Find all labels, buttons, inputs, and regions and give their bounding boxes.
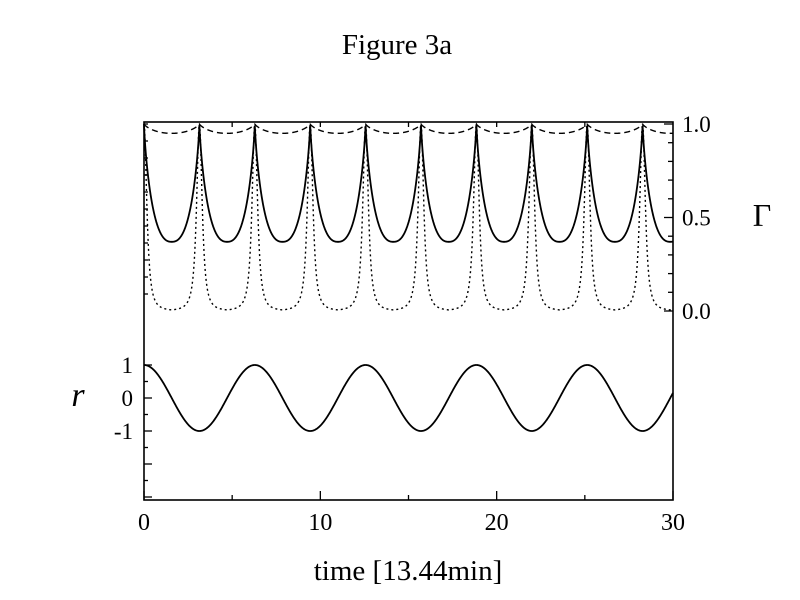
r-tick-label: -1 [114,419,133,444]
r-axis-label: r [71,377,85,414]
gamma-tick-label: 0.5 [682,206,711,231]
r-tick-labels: 1 0 -1 [114,353,133,444]
r-tick-label: 0 [122,386,134,411]
gamma-tick-label: 1.0 [682,112,711,137]
r-series-line [143,364,674,432]
gamma-tick-labels: 1.0 0.5 0.0 [682,112,711,324]
gamma-tick-label: 0.0 [682,299,711,324]
x-tick-label: 30 [661,510,685,536]
gamma-series-solid [143,123,674,243]
chart-title: Figure 3a [342,29,452,61]
series-lines [143,121,674,432]
x-tick-label: 0 [138,510,150,536]
gamma-series-dashed [143,122,673,135]
x-axis-label: time [13.44min] [314,555,502,587]
r-tick-label: 1 [122,353,134,378]
x-tick-label: 20 [485,510,509,536]
x-tick-labels: 0 10 20 30 [138,510,685,536]
gamma-series-dotted [143,121,673,311]
x-tick-label: 10 [308,510,332,536]
gamma-axis-label: Γ [753,197,772,233]
